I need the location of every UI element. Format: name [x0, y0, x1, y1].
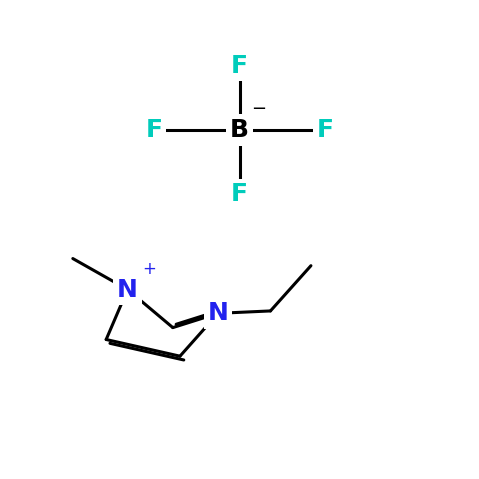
Text: F: F — [317, 118, 334, 142]
Text: B: B — [230, 118, 249, 142]
Text: N: N — [117, 277, 138, 301]
Text: +: + — [142, 260, 156, 278]
Text: F: F — [231, 54, 248, 78]
Text: N: N — [207, 301, 228, 325]
Text: F: F — [145, 118, 162, 142]
Text: F: F — [231, 182, 248, 206]
Text: −: − — [251, 100, 266, 118]
